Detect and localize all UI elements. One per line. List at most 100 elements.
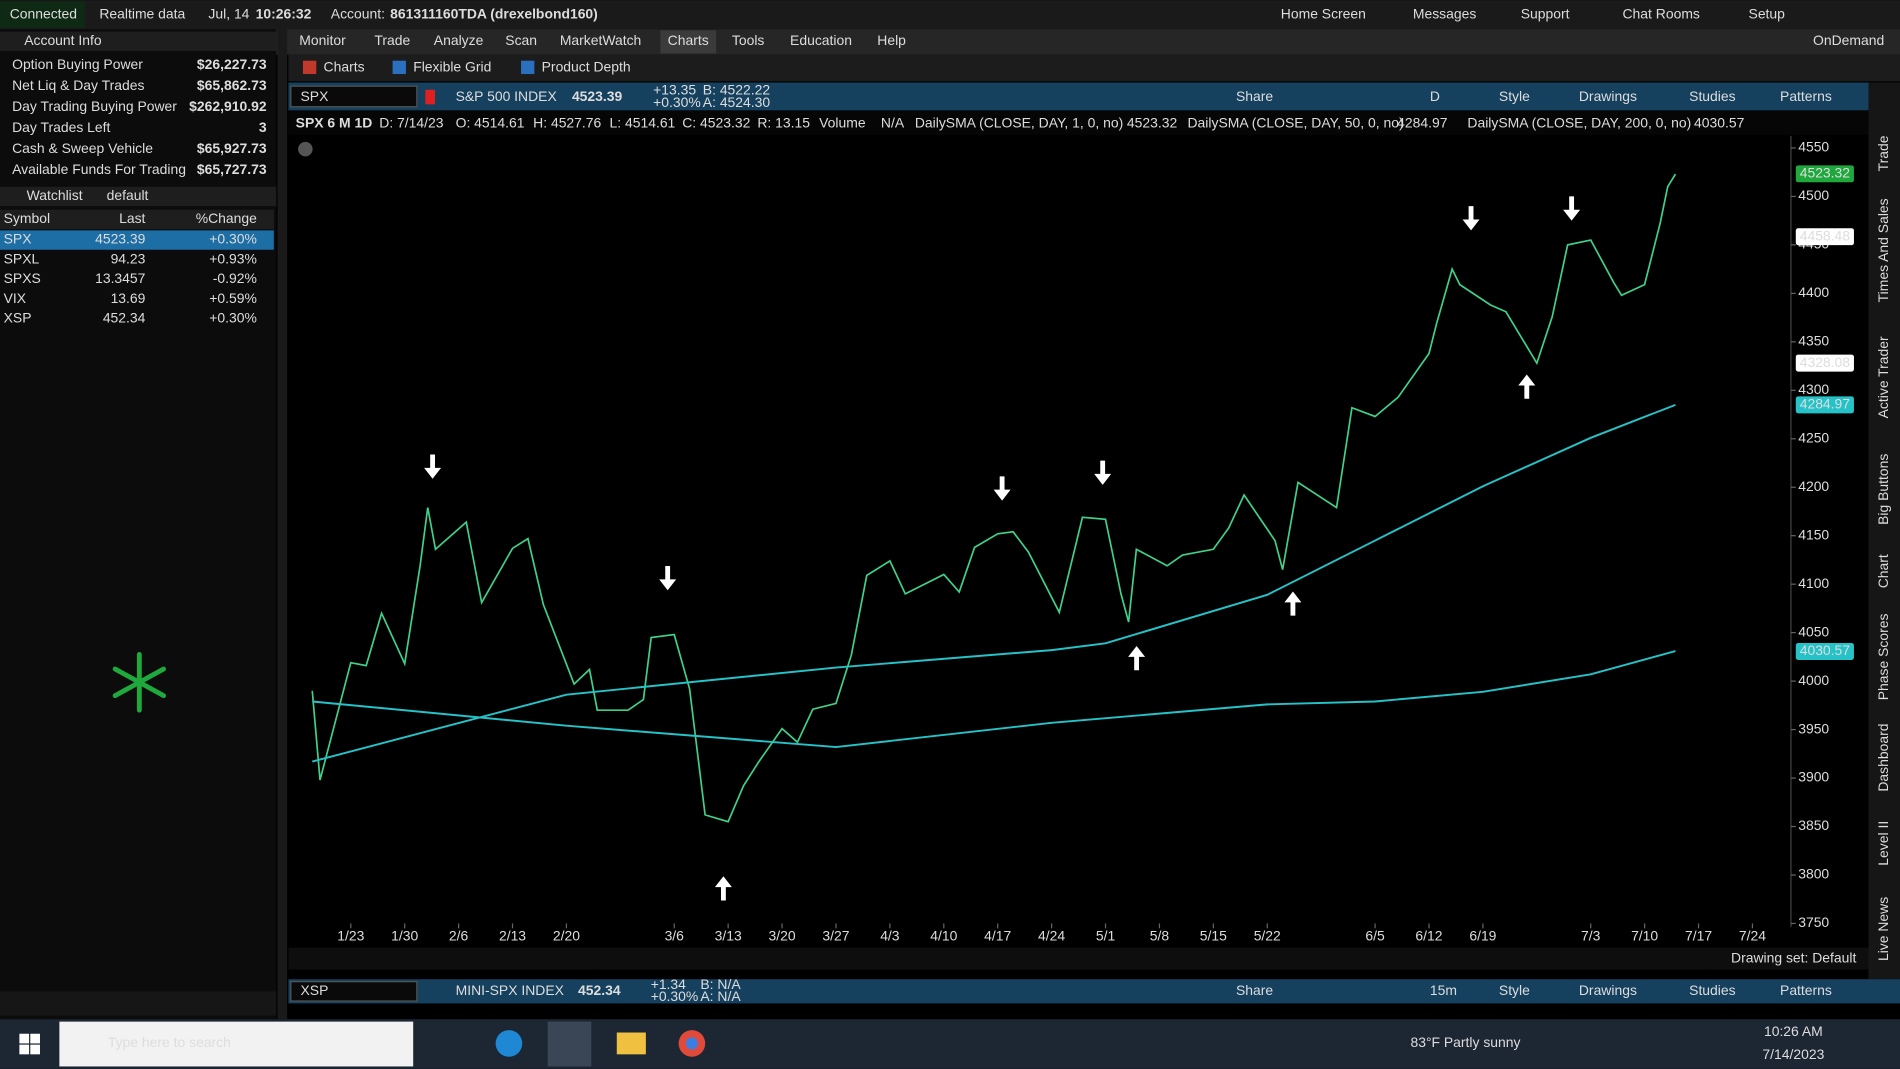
x-tick-label: 2/13 — [499, 927, 526, 943]
selected-row — [0, 230, 274, 250]
tool-button[interactable]: Studies — [1689, 88, 1735, 104]
x-tick-label: 4/24 — [1038, 927, 1065, 943]
tool-button[interactable]: Share — [1236, 88, 1273, 104]
folder-icon[interactable] — [616, 1032, 646, 1055]
connected-box — [0, 1, 85, 28]
subtab[interactable]: Charts — [324, 59, 365, 75]
menu-item[interactable]: Tools — [732, 32, 765, 48]
tool-button[interactable]: Style — [1499, 982, 1530, 998]
side-tab[interactable]: Trade — [1875, 135, 1891, 171]
study-value: 4284.97 — [1397, 114, 1448, 130]
x-tick-label: 4/17 — [984, 927, 1011, 943]
menu-item[interactable]: Scan — [505, 32, 537, 48]
y-tick-label: 4050 — [1798, 623, 1829, 639]
lower-chart-header — [288, 979, 1900, 1004]
side-tab[interactable]: Phase Scores — [1875, 614, 1891, 701]
tool-button[interactable]: 15m — [1430, 982, 1457, 998]
side-tab[interactable]: Live News — [1875, 897, 1891, 961]
x-tick-label: 6/19 — [1469, 927, 1496, 943]
account-label: Day Trading Buying Power — [12, 98, 177, 114]
watch-symbol[interactable]: SPX — [4, 231, 32, 247]
search-text[interactable]: Type here to search — [108, 1034, 231, 1050]
status-bar — [0, 0, 1900, 30]
side-tab[interactable]: Chart — [1875, 554, 1891, 588]
watch-symbol[interactable]: SPXS — [4, 270, 41, 286]
change: +1.34 — [651, 976, 686, 992]
info-icon[interactable] — [298, 141, 313, 157]
watch-last: 4523.39 — [95, 231, 146, 247]
y-tick-label: 4550 — [1798, 139, 1829, 155]
status-connected: Connected — [10, 5, 77, 21]
column-header[interactable]: Symbol — [4, 210, 50, 226]
account-header — [0, 31, 277, 52]
account-label: Cash & Sweep Vehicle — [12, 140, 153, 156]
status-link[interactable]: Messages — [1413, 5, 1476, 21]
status-date: Jul, 14 — [208, 5, 249, 21]
y-tick-label: 3750 — [1798, 914, 1829, 930]
ohlc: D: 7/14/23 — [379, 114, 443, 130]
tool-button[interactable]: Drawings — [1579, 88, 1637, 104]
menu-active — [660, 30, 717, 54]
edge-icon[interactable] — [495, 1030, 523, 1057]
symbol-box[interactable] — [290, 85, 418, 108]
windows-logo[interactable] — [19, 1033, 40, 1055]
subtab[interactable]: Flexible Grid — [413, 59, 491, 75]
tool-button[interactable]: Share — [1236, 982, 1273, 998]
y-tick-label: 4100 — [1798, 575, 1829, 591]
last-price: 452.34 — [578, 982, 621, 998]
y-tick-label: 3800 — [1798, 866, 1829, 882]
search-box[interactable] — [59, 1021, 414, 1067]
watchlist-name[interactable]: default — [107, 187, 149, 203]
tool-button[interactable]: Drawings — [1579, 982, 1637, 998]
watch-symbol[interactable]: SPXL — [4, 250, 40, 266]
ondemand[interactable]: OnDemand — [1813, 32, 1884, 48]
sma-line — [312, 403, 1676, 763]
side-tab[interactable]: Level II — [1875, 821, 1891, 866]
side-tab[interactable]: Active Trader — [1875, 336, 1891, 418]
weather[interactable]: 83°F Partly sunny — [1410, 1034, 1520, 1050]
tool-button[interactable]: D — [1430, 88, 1440, 104]
side-tab[interactable]: Dashboard — [1875, 724, 1891, 792]
status-link[interactable]: Chat Rooms — [1623, 5, 1700, 21]
column-header[interactable]: %Change — [196, 210, 257, 226]
status-link[interactable]: Home Screen — [1281, 5, 1366, 21]
lower-symbol-box[interactable] — [290, 981, 418, 1002]
watch-symbol[interactable]: VIX — [4, 290, 26, 306]
menu-item[interactable]: Monitor — [299, 32, 346, 48]
status-link[interactable]: Support — [1521, 5, 1570, 21]
menu-item[interactable]: Trade — [374, 32, 410, 48]
tool-button[interactable]: Patterns — [1780, 982, 1832, 998]
annotation-arrow — [1128, 645, 1146, 671]
status-feed: Realtime data — [99, 5, 185, 21]
status-link[interactable]: Setup — [1749, 5, 1786, 21]
tool-button[interactable]: Style — [1499, 88, 1530, 104]
menu-item[interactable]: MarketWatch — [560, 32, 642, 48]
side-tab[interactable]: Times And Sales — [1875, 198, 1891, 302]
menu-item[interactable]: Help — [877, 32, 906, 48]
watch-symbol[interactable]: XSP — [4, 310, 32, 326]
menu-item[interactable]: Education — [790, 32, 852, 48]
account-label: Available Funds For Trading — [12, 161, 186, 177]
change-pct: +0.30% — [653, 94, 701, 110]
menu-item[interactable]: Analyze — [434, 32, 484, 48]
price-marker — [1795, 165, 1854, 183]
table-header — [0, 209, 274, 230]
y-tick-label: 4350 — [1798, 333, 1829, 349]
side-tab[interactable]: Big Buttons — [1875, 454, 1891, 525]
subtab[interactable]: Product Depth — [542, 59, 631, 75]
bid: B: 4522.22 — [703, 82, 771, 98]
price-marker — [1795, 354, 1854, 372]
clock-date: 7/14/2023 — [1762, 1046, 1824, 1062]
tool-button[interactable]: Studies — [1689, 982, 1735, 998]
column-header[interactable]: Last — [119, 210, 145, 226]
tool-button[interactable]: Patterns — [1780, 88, 1832, 104]
active-app[interactable] — [547, 1021, 592, 1067]
drawing-set[interactable]: Drawing set: Default — [1731, 949, 1856, 965]
y-tick-label: 4200 — [1798, 478, 1829, 494]
x-tick-label: 5/8 — [1150, 927, 1170, 943]
menu-item[interactable]: Charts — [668, 32, 709, 48]
watch-change: -0.92% — [213, 270, 257, 286]
